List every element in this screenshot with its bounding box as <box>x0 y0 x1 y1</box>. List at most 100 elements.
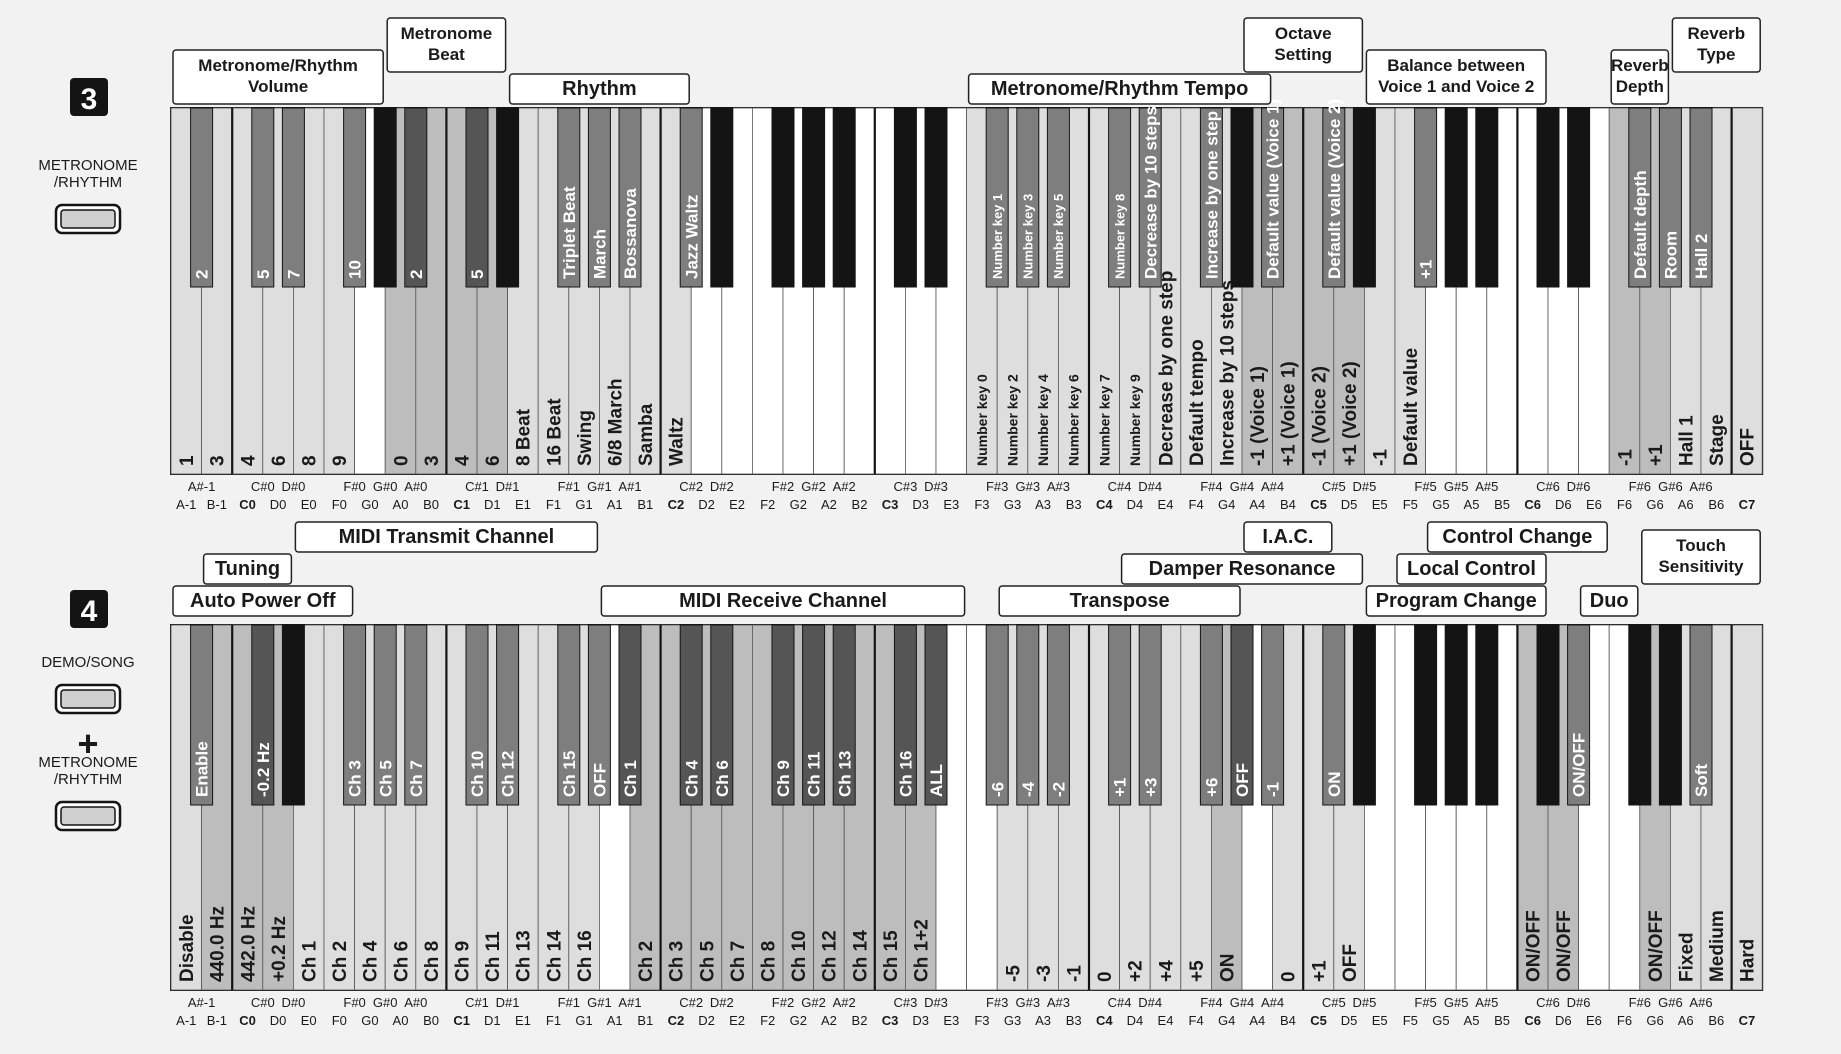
note-name-sharp: G#3 <box>1016 995 1041 1010</box>
note-name-sharp: D#5 <box>1352 479 1376 494</box>
note-name-sharp: A#2 <box>833 995 856 1010</box>
black-key-label: Soft <box>1692 764 1711 797</box>
note-name: C2 <box>668 497 685 512</box>
black-key-label: -0.2 Hz <box>254 742 273 797</box>
white-key-label: -1 <box>1065 965 1086 982</box>
black-key <box>771 624 795 806</box>
note-name-sharp: A#-1 <box>188 995 215 1010</box>
black-key <box>1352 624 1376 806</box>
black-key <box>893 624 917 806</box>
note-name: E5 <box>1372 1013 1388 1028</box>
note-name: F0 <box>332 1013 347 1028</box>
function-group-header <box>1120 553 1364 585</box>
black-key-label: -1 <box>1264 782 1283 797</box>
white-key-label: -1 <box>1371 449 1392 466</box>
black-key-label: ON/OFF <box>1570 733 1589 797</box>
function-group-title: Metronome <box>401 24 493 43</box>
note-name-sharp: D#1 <box>496 995 520 1010</box>
note-name: E2 <box>729 497 745 512</box>
note-name: G5 <box>1432 1013 1449 1028</box>
note-name: E0 <box>301 497 317 512</box>
note-name-sharp: C#6 <box>1536 479 1560 494</box>
note-name-sharp: G#5 <box>1444 995 1469 1010</box>
note-name-sharp: D#6 <box>1567 995 1591 1010</box>
note-name-sharp: D#5 <box>1352 995 1376 1010</box>
black-key <box>1536 107 1560 288</box>
white-key-label: Fixed <box>1677 932 1698 982</box>
black-key <box>1475 107 1499 288</box>
black-key <box>618 624 642 806</box>
panel-button-caption: METRONOME <box>38 157 137 174</box>
note-name-sharp: C#3 <box>893 479 917 494</box>
note-name-sharp: A#1 <box>618 995 641 1010</box>
white-key-label: Ch 11 <box>483 931 504 982</box>
white-key <box>1394 107 1427 475</box>
note-name: B0 <box>423 1013 439 1028</box>
black-key-label: Number key 5 <box>1051 194 1066 279</box>
black-key <box>1138 107 1162 288</box>
black-key <box>465 107 489 288</box>
note-name: G6 <box>1646 497 1663 512</box>
black-key <box>710 107 734 288</box>
black-key <box>251 107 275 288</box>
note-name-sharp: D#4 <box>1138 479 1162 494</box>
black-key <box>985 624 1009 806</box>
black-key <box>679 624 703 806</box>
note-name-sharp: F#0 <box>343 995 365 1010</box>
white-key-label: OFF <box>1340 944 1361 982</box>
function-group-title: Type <box>1697 45 1735 64</box>
white-key-label: 0 <box>391 455 412 466</box>
function-group-title: Reverb <box>1611 56 1669 75</box>
note-name: G3 <box>1004 1013 1021 1028</box>
black-key-label: Ch 9 <box>774 760 793 797</box>
white-key-label: Number key 9 <box>1127 374 1143 466</box>
white-key-label: +2 <box>1126 960 1147 982</box>
note-name: D0 <box>270 1013 287 1028</box>
white-key-label: Hard <box>1738 939 1759 982</box>
note-name-sharp: G#1 <box>587 479 612 494</box>
note-name-sharp: A#0 <box>404 995 427 1010</box>
note-name: D2 <box>698 1013 715 1028</box>
note-name: B-1 <box>207 1013 227 1028</box>
note-name-sharp: F#2 <box>772 479 794 494</box>
black-key <box>281 107 305 288</box>
black-key <box>1230 624 1254 806</box>
note-name: G2 <box>790 497 807 512</box>
function-group-header <box>1426 521 1608 553</box>
function-group-title: Touch <box>1676 536 1726 555</box>
white-key-label: 3 <box>422 455 443 466</box>
black-key <box>1628 107 1652 288</box>
black-key <box>924 107 948 288</box>
black-key-label: ON <box>1325 772 1344 798</box>
black-key-label: +1 <box>1111 778 1130 797</box>
note-name: C6 <box>1524 1013 1541 1028</box>
black-key <box>557 624 581 806</box>
note-name-sharp: G#2 <box>801 995 826 1010</box>
note-name: C3 <box>882 1013 899 1028</box>
black-key <box>1108 624 1132 806</box>
note-name: F1 <box>546 1013 561 1028</box>
black-key-label: 7 <box>285 270 304 279</box>
note-name-sharp: G#3 <box>1016 479 1041 494</box>
white-key-label: Increase by 10 steps <box>1218 280 1239 466</box>
white-key-label: Ch 1 <box>300 940 321 982</box>
note-name: E0 <box>301 1013 317 1028</box>
black-key <box>1199 107 1223 288</box>
note-name-sharp: A#2 <box>833 479 856 494</box>
black-key <box>1322 624 1346 806</box>
note-name: B1 <box>637 497 653 512</box>
black-key <box>1689 107 1713 288</box>
note-name: C5 <box>1310 497 1327 512</box>
note-name: E5 <box>1372 497 1388 512</box>
black-key-label: Ch 3 <box>346 760 365 797</box>
note-name: A3 <box>1035 497 1051 512</box>
black-key-label: Ch 11 <box>805 752 824 797</box>
note-name-sharp: G#4 <box>1230 995 1255 1010</box>
note-name-sharp: G#0 <box>373 995 398 1010</box>
function-group-header <box>600 585 966 617</box>
function-group-header <box>1671 17 1761 73</box>
white-key-label: ON/OFF <box>1646 910 1667 982</box>
note-name-sharp: A#3 <box>1047 995 1070 1010</box>
note-name: F5 <box>1403 1013 1418 1028</box>
note-name-sharp: F#6 <box>1629 995 1651 1010</box>
